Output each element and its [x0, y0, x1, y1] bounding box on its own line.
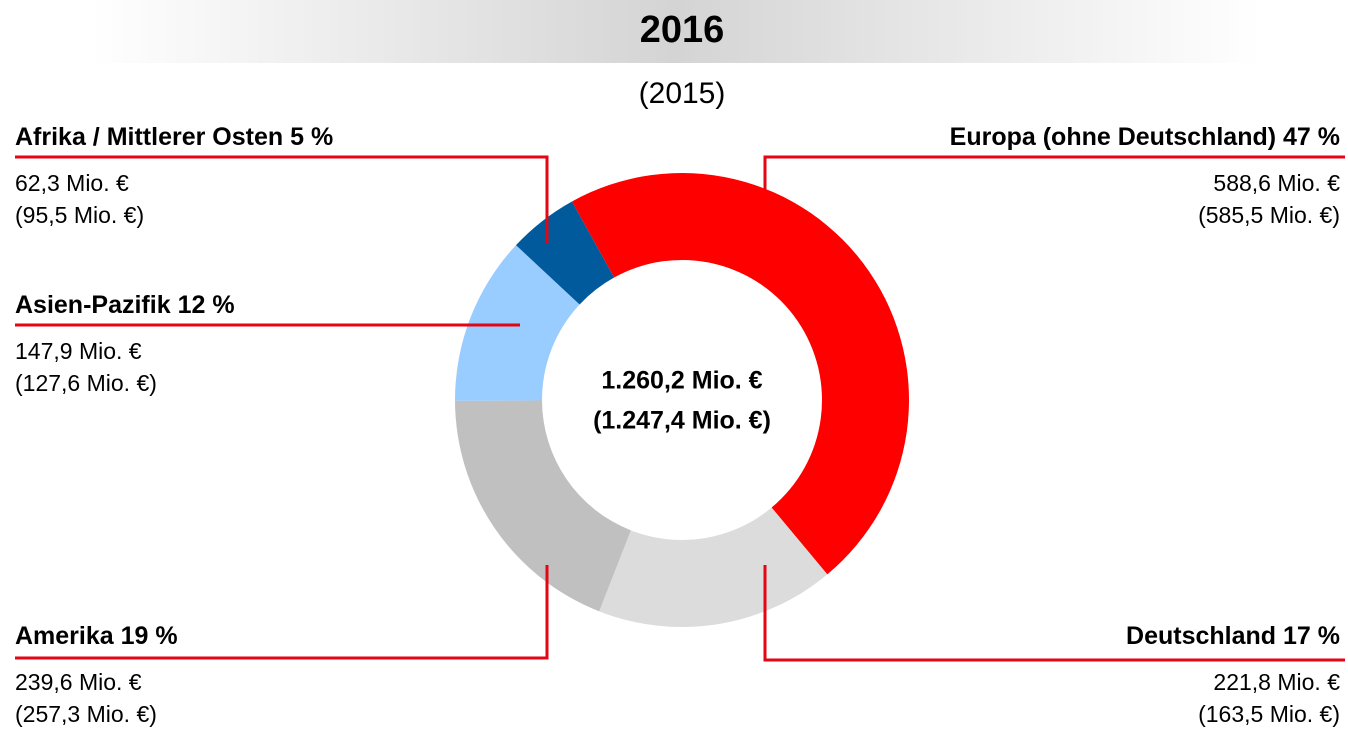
chart-title: 2016 [640, 9, 725, 51]
category-name: Asien-Pazifik [15, 291, 171, 319]
donut-slice [571, 173, 909, 575]
leader-line [763, 565, 1345, 662]
previous-amount: (257,3 Mio. €) [15, 701, 157, 727]
previous-amount: (95,5 Mio. €) [15, 202, 144, 228]
amount: 221,8 Mio. € [1213, 669, 1340, 695]
slice-label: Afrika / Mittlerer Osten 5 % [15, 123, 333, 151]
amount: 147,9 Mio. € [15, 338, 142, 364]
value-label: 12 % [178, 291, 235, 319]
slice-label: Deutschland 17 % [1126, 622, 1340, 650]
chart-subtitle: (2015) [639, 77, 726, 110]
donut-slice [455, 400, 631, 612]
leader-line [15, 565, 549, 660]
center-total: 1.260,2 Mio. € [601, 367, 762, 395]
donut-slice [515, 201, 615, 305]
category-name: Afrika / Mittlerer Osten [15, 123, 283, 151]
center-previous: (1.247,4 Mio. €) [593, 407, 771, 435]
amount: 62,3 Mio. € [15, 170, 129, 196]
leader-line [763, 155, 1345, 190]
value-label: 17 % [1283, 622, 1340, 650]
category-name: Europa (ohne Deutschland) [950, 123, 1276, 151]
value-label: 19 % [121, 622, 178, 650]
previous-amount: (127,6 Mio. €) [15, 370, 157, 396]
leader-line [15, 155, 549, 243]
value-label: 5 % [290, 123, 333, 151]
slice-label: Amerika 19 % [15, 622, 178, 650]
category-name: Amerika [15, 622, 115, 650]
value-label: 47 % [1283, 123, 1340, 151]
donut-slice [599, 507, 828, 627]
slice-label: Europa (ohne Deutschland) 47 % [950, 123, 1340, 151]
previous-amount: (585,5 Mio. €) [1198, 202, 1340, 228]
slice-label: Asien-Pazifik 12 % [15, 291, 235, 319]
category-name: Deutschland [1126, 622, 1276, 650]
previous-amount: (163,5 Mio. €) [1198, 701, 1340, 727]
title-banner [90, 0, 1260, 63]
donut-slice [455, 245, 580, 401]
amount: 239,6 Mio. € [15, 669, 142, 695]
amount: 588,6 Mio. € [1213, 170, 1340, 196]
